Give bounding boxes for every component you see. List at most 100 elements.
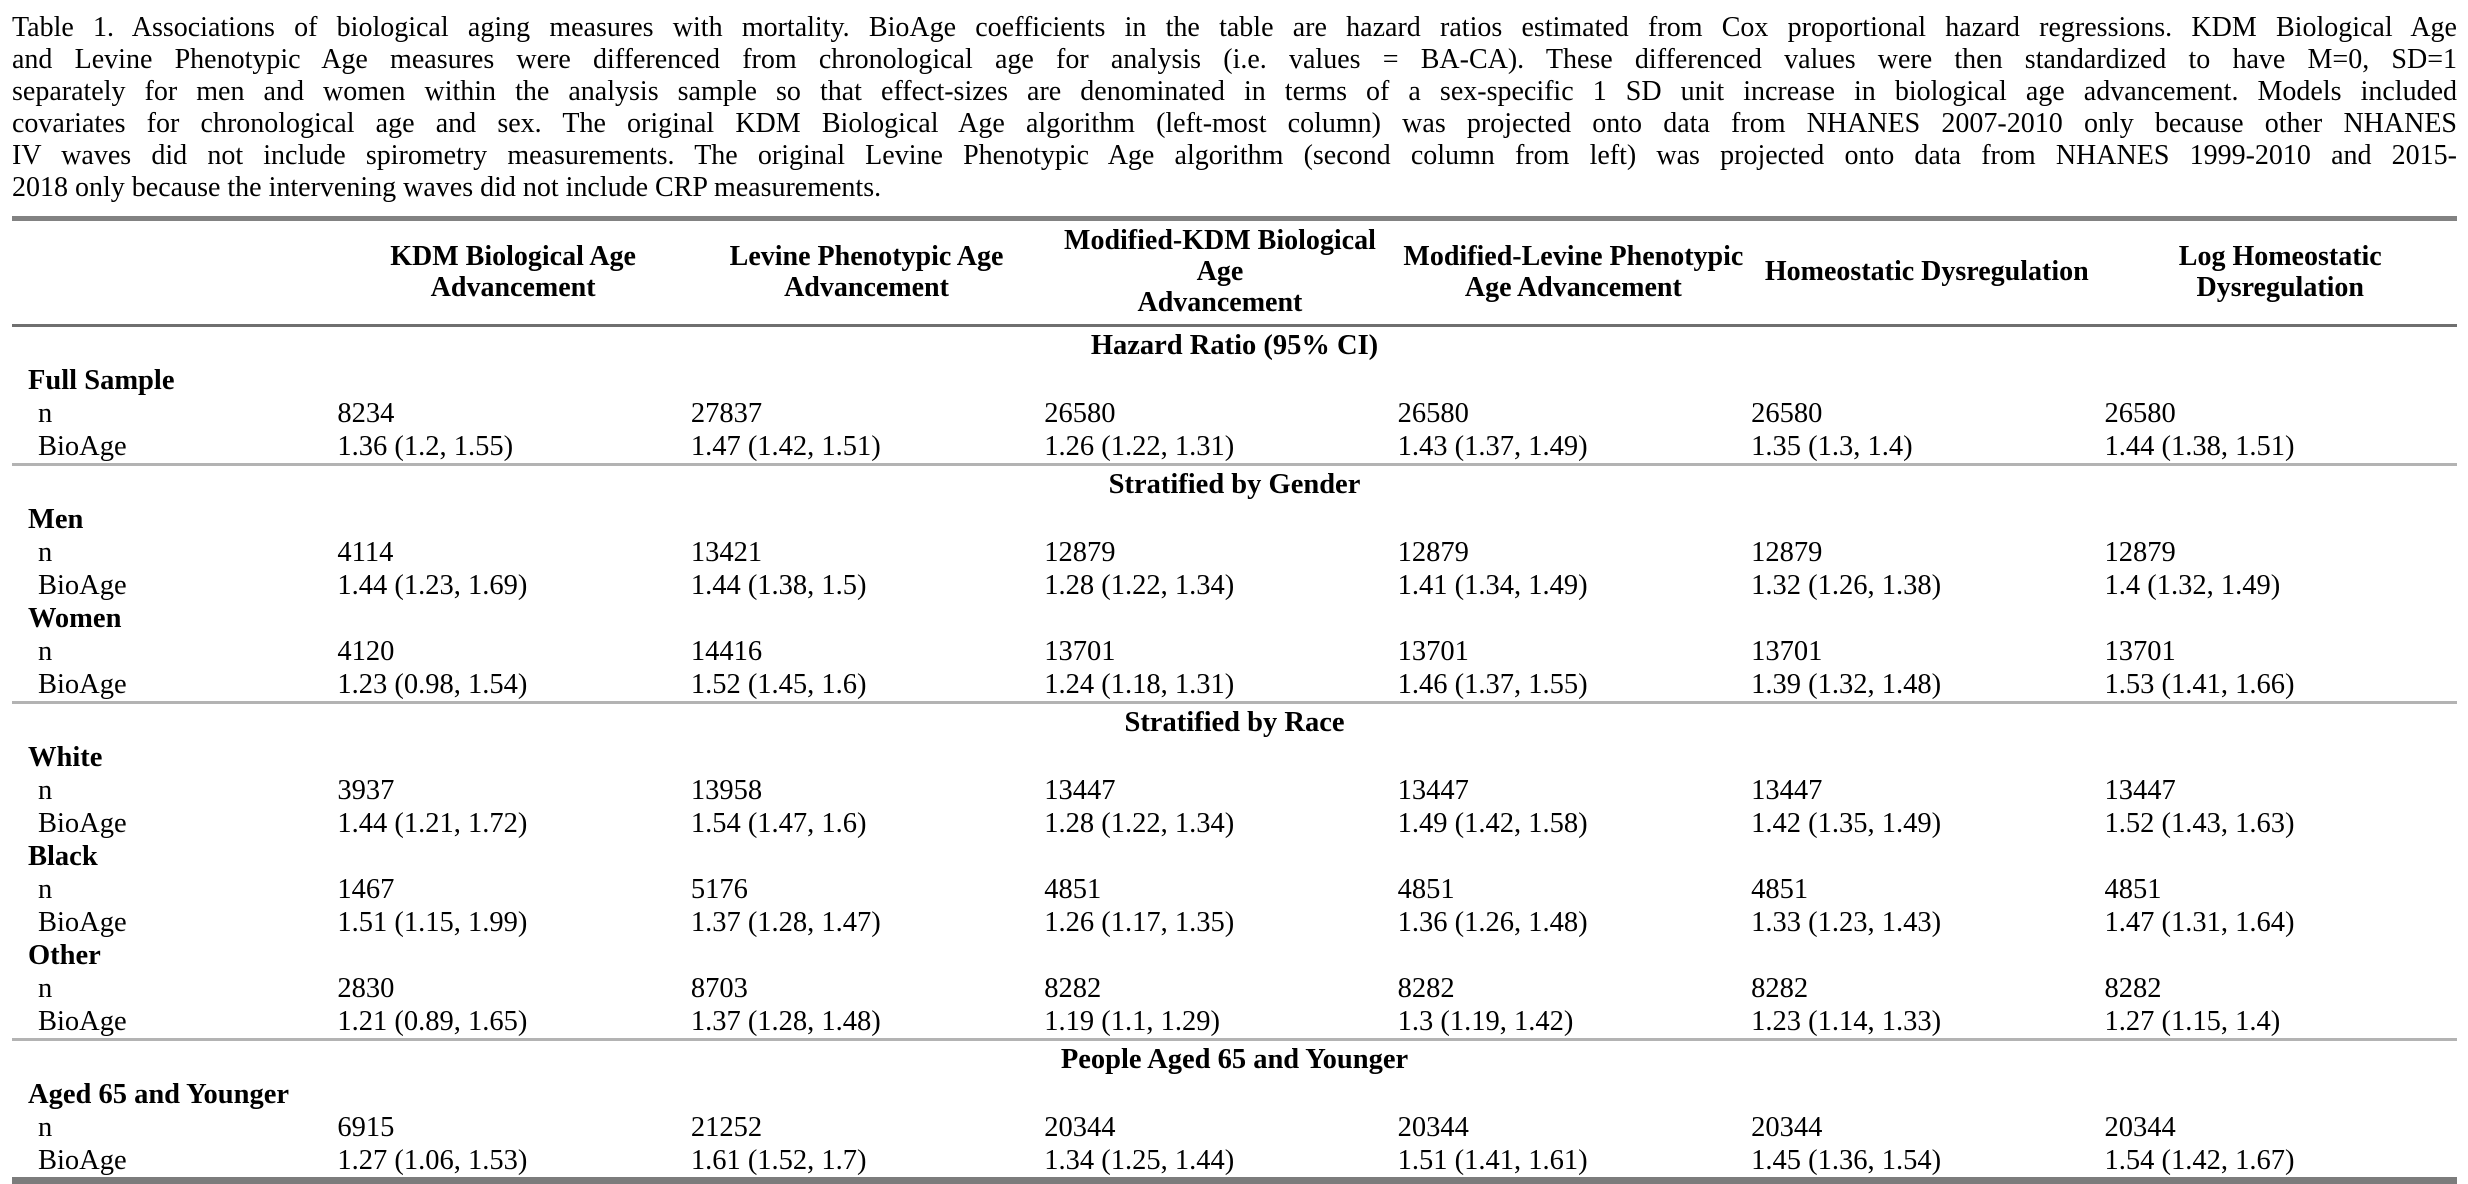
section-band-row: Stratified by Gender <box>12 463 2457 503</box>
hazard-ratio-cell: 1.61 (1.52, 1.7) <box>690 1145 867 1176</box>
sample-size-cell: 13701 <box>1044 636 1116 667</box>
column-header-label: Log Homeostatic Dysregulation <box>2178 240 2382 303</box>
column-header-modified-kdm: Modified-KDM Biological Age Advancement <box>1043 218 1397 327</box>
hazard-ratio-cell: 1.51 (1.41, 1.61) <box>1397 1145 1588 1176</box>
hazard-ratio-cell: 1.47 (1.42, 1.51) <box>690 431 881 462</box>
row-label: n <box>38 874 53 905</box>
group-label: Women <box>28 603 122 634</box>
sample-size-cell: 12879 <box>1397 537 1469 568</box>
hazard-ratio-cell: 1.42 (1.35, 1.49) <box>1751 808 1942 839</box>
group-label-row: White <box>12 741 2457 774</box>
sample-size-cell: 13701 <box>1751 636 1823 667</box>
section-band-label: Stratified by Gender <box>12 463 2457 503</box>
column-header-modified-levine: Modified-Levine Phenotypic Age Advanceme… <box>1396 218 1751 327</box>
caption-line-4: covariates for chronological age and sex… <box>12 108 2457 139</box>
sample-size-cell: 26580 <box>1751 398 1823 429</box>
group-label: Other <box>28 940 101 971</box>
sample-size-cell: 20344 <box>1044 1112 1116 1143</box>
caption-line-1: Table 1. Associations of biological agin… <box>12 12 2457 43</box>
sample-size-row: n 4120 14416 13701 13701 13701 13701 <box>12 635 2457 668</box>
group-label-row: Aged 65 and Younger <box>12 1078 2457 1111</box>
hazard-ratio-cell: 1.36 (1.26, 1.48) <box>1397 907 1588 938</box>
row-label: BioAge <box>38 570 127 601</box>
sample-size-cell: 3937 <box>337 775 395 806</box>
sample-size-cell: 13447 <box>1751 775 1823 806</box>
bioage-row: BioAge 1.51 (1.15, 1.99) 1.37 (1.28, 1.47)… <box>12 906 2457 939</box>
hazard-ratio-cell: 1.44 (1.38, 1.51) <box>2104 431 2295 462</box>
sample-size-cell: 8234 <box>337 398 395 429</box>
column-header-kdm: KDM Biological Age Advancement <box>336 218 690 327</box>
hazard-ratio-cell: 1.3 (1.19, 1.42) <box>1397 1006 1574 1037</box>
sample-size-cell: 12879 <box>2104 537 2176 568</box>
sample-size-cell: 26580 <box>1397 398 1469 429</box>
sample-size-row: n 4114 13421 12879 12879 12879 12879 <box>12 536 2457 569</box>
hazard-ratio-cell: 1.28 (1.22, 1.34) <box>1044 808 1235 839</box>
column-header-homeostatic-dysregulation: Homeostatic Dysregulation <box>1750 218 2104 327</box>
sample-size-cell: 8703 <box>690 973 748 1004</box>
sample-size-cell: 13421 <box>690 537 763 568</box>
hazard-ratio-cell: 1.43 (1.37, 1.49) <box>1397 431 1588 462</box>
section-band-label: Stratified by Race <box>12 701 2457 741</box>
row-label: n <box>38 775 53 806</box>
results-table: KDM Biological Age Advancement Levine Ph… <box>12 216 2457 1184</box>
sample-size-cell: 13958 <box>690 775 763 806</box>
table-caption: Table 1. Associations of biological agin… <box>12 12 2457 204</box>
row-label: n <box>38 973 53 1004</box>
sample-size-cell: 5176 <box>690 874 748 905</box>
hazard-ratio-cell: 1.54 (1.42, 1.67) <box>2104 1145 2295 1176</box>
sample-size-cell: 20344 <box>2104 1112 2176 1143</box>
section-band-label: Hazard Ratio (95% CI) <box>1090 330 1379 361</box>
hazard-ratio-cell: 1.44 (1.21, 1.72) <box>337 808 528 839</box>
sample-size-cell: 26580 <box>2104 398 2176 429</box>
sample-size-cell: 4120 <box>337 636 395 667</box>
bioage-row: BioAge 1.27 (1.06, 1.53) 1.61 (1.52, 1.7) 1… <box>12 1144 2457 1181</box>
hazard-ratio-cell: 1.37 (1.28, 1.47) <box>690 907 881 938</box>
caption-line-3: separately for men and women within the … <box>12 76 2457 107</box>
sample-size-row: n 1467 5176 4851 4851 4851 4851 <box>12 873 2457 906</box>
group-label-row: Men <box>12 503 2457 536</box>
column-header-label: Modified-KDM Biological Age Advancement <box>1064 225 1376 318</box>
sample-size-cell: 26580 <box>1044 398 1116 429</box>
row-label: BioAge <box>38 808 127 839</box>
hazard-ratio-cell: 1.52 (1.43, 1.63) <box>2104 808 2295 839</box>
hazard-ratio-cell: 1.47 (1.31, 1.64) <box>2104 907 2295 938</box>
caption-line-5: IV waves did not include spirometry meas… <box>12 140 2457 171</box>
hazard-ratio-cell: 1.34 (1.25, 1.44) <box>1044 1145 1235 1176</box>
sample-size-row: n 8234 27837 26580 26580 26580 26580 <box>12 397 2457 430</box>
group-label: Black <box>28 841 98 872</box>
group-label-row: Full Sample <box>12 364 2457 397</box>
column-header-levine: Levine Phenotypic Age Advancement <box>689 218 1044 327</box>
hazard-ratio-cell: 1.27 (1.15, 1.4) <box>2104 1006 2281 1037</box>
hazard-ratio-cell: 1.45 (1.36, 1.54) <box>1751 1145 1942 1176</box>
sample-size-row: n 6915 21252 20344 20344 20344 20344 <box>12 1111 2457 1144</box>
sample-size-cell: 4851 <box>1751 874 1809 905</box>
sample-size-cell: 13701 <box>1397 636 1469 667</box>
sample-size-cell: 20344 <box>1397 1112 1469 1143</box>
bioage-row: BioAge 1.44 (1.23, 1.69) 1.44 (1.38, 1.5) 1… <box>12 569 2457 602</box>
hazard-ratio-cell: 1.44 (1.38, 1.5) <box>690 570 867 601</box>
group-label-row: Women <box>12 602 2457 635</box>
hazard-ratio-cell: 1.21 (0.89, 1.65) <box>337 1006 528 1037</box>
hazard-ratio-cell: 1.54 (1.47, 1.6) <box>690 808 867 839</box>
hazard-ratio-cell: 1.23 (1.14, 1.33) <box>1751 1006 1942 1037</box>
sample-size-cell: 13701 <box>2104 636 2176 667</box>
sample-size-cell: 12879 <box>1044 537 1116 568</box>
row-label: BioAge <box>38 669 127 700</box>
stub-header <box>12 218 337 327</box>
column-header-label: Levine Phenotypic Age Advancement <box>729 240 1004 303</box>
hazard-ratio-cell: 1.24 (1.18, 1.31) <box>1044 669 1235 700</box>
group-label-row: Black <box>12 840 2457 873</box>
sample-size-cell: 20344 <box>1751 1112 1823 1143</box>
column-header-label: KDM Biological Age Advancement <box>390 240 636 303</box>
hazard-ratio-cell: 1.41 (1.34, 1.49) <box>1397 570 1588 601</box>
sample-size-cell: 8282 <box>2104 973 2162 1004</box>
group-label-row: Other <box>12 939 2457 972</box>
sample-size-cell: 2830 <box>337 973 395 1004</box>
bioage-row: BioAge 1.36 (1.2, 1.55) 1.47 (1.42, 1.51) 1… <box>12 430 2457 465</box>
row-label: n <box>38 636 53 667</box>
sample-size-cell: 8282 <box>1044 973 1102 1004</box>
section-band-label: People Aged 65 and Younger <box>12 1038 2457 1078</box>
hazard-ratio-cell: 1.53 (1.41, 1.66) <box>2104 669 2295 700</box>
row-label: n <box>38 1112 53 1143</box>
